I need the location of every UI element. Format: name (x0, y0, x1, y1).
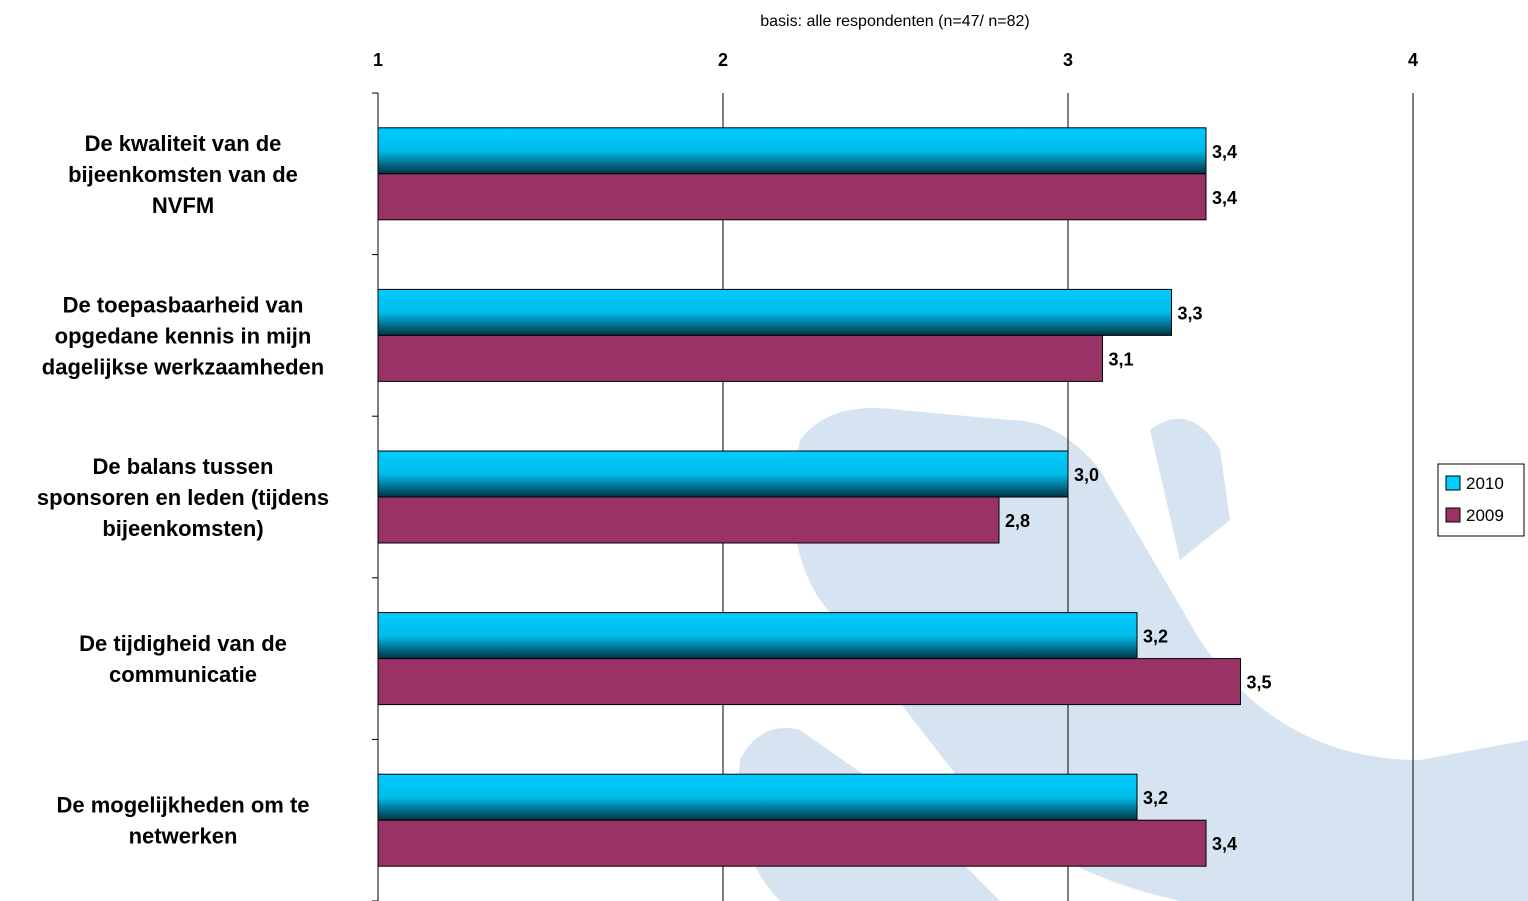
category-label-line: De kwaliteit van de (85, 131, 282, 156)
category-label-line: De balans tussen (93, 454, 274, 479)
bar-2009-3 (377, 658, 1241, 706)
category-label-1: De toepasbaarheid van opgedane kennis in … (42, 292, 324, 379)
bars (377, 127, 1241, 867)
category-label-line: bijeenkomsten van de (68, 162, 298, 187)
legend-swatch-2009 (1445, 507, 1461, 523)
bar-2010-1 (377, 288, 1172, 336)
chart-subtitle: basis: alle respondenten (n=47/ n=82) (760, 13, 1030, 30)
value-axis: 1 2 3 4 (373, 50, 1418, 70)
bar-2010-3 (377, 612, 1138, 660)
data-label-2009-2: 2,8 (1005, 511, 1030, 531)
category-label-line: De tijdigheid van de (79, 631, 287, 656)
category-label-line: bijeenkomsten) (102, 516, 263, 541)
legend-label-2010: 2010 (1466, 474, 1504, 493)
data-label-2010-4: 3,2 (1143, 788, 1168, 808)
category-label-line: communicatie (109, 662, 257, 687)
category-label-line: opgedane kennis in mijn (55, 323, 312, 348)
category-label-line: dagelijkse werkzaamheden (42, 354, 324, 379)
legend-swatch-2010 (1445, 475, 1461, 491)
tick-label-2: 2 (718, 50, 728, 70)
data-label-2009-3: 3,5 (1247, 673, 1272, 693)
bar-2009-4 (377, 819, 1207, 867)
legend-label-2009: 2009 (1466, 506, 1504, 525)
category-label-line: De mogelijkheden om te (56, 793, 309, 818)
category-label-line: De toepasbaarheid van (63, 292, 304, 317)
category-labels: De kwaliteit van de bijeenkomsten van de N… (37, 131, 329, 849)
data-label-2010-3: 3,2 (1143, 627, 1168, 647)
category-label-line: NVFM (152, 193, 214, 218)
bar-2009-0 (377, 173, 1207, 221)
legend: 2010 2009 (1437, 463, 1525, 537)
data-label-2009-4: 3,4 (1212, 834, 1237, 854)
bar-2010-0 (377, 127, 1207, 175)
category-label-2: De balans tussen sponsoren en leden (tijd… (37, 454, 329, 541)
bar-2009-2 (377, 496, 1000, 544)
bar-2010-2 (377, 450, 1069, 498)
tick-label-4: 4 (1408, 50, 1418, 70)
tick-label-1: 1 (373, 50, 383, 70)
category-label-4: De mogelijkheden om te netwerken (56, 793, 309, 849)
category-label-0: De kwaliteit van de bijeenkomsten van de N… (68, 131, 298, 218)
data-label-2010-1: 3,3 (1178, 303, 1203, 323)
tick-label-3: 3 (1063, 50, 1073, 70)
category-label-3: De tijdigheid van de communicatie (79, 631, 287, 687)
data-label-2010-0: 3,4 (1212, 142, 1237, 162)
category-label-line: netwerken (129, 824, 238, 849)
bar-2010-4 (377, 773, 1138, 821)
category-label-line: sponsoren en leden (tijdens (37, 485, 329, 510)
data-label-2010-2: 3,0 (1074, 465, 1099, 485)
data-label-2009-1: 3,1 (1109, 349, 1134, 369)
bar-2009-1 (377, 334, 1103, 382)
data-label-2009-0: 3,4 (1212, 188, 1237, 208)
category-axis (372, 92, 379, 901)
data-labels: 3,4 3,4 3,3 3,1 3,0 2,8 3,2 3,5 3,2 3,4 (1005, 142, 1272, 854)
